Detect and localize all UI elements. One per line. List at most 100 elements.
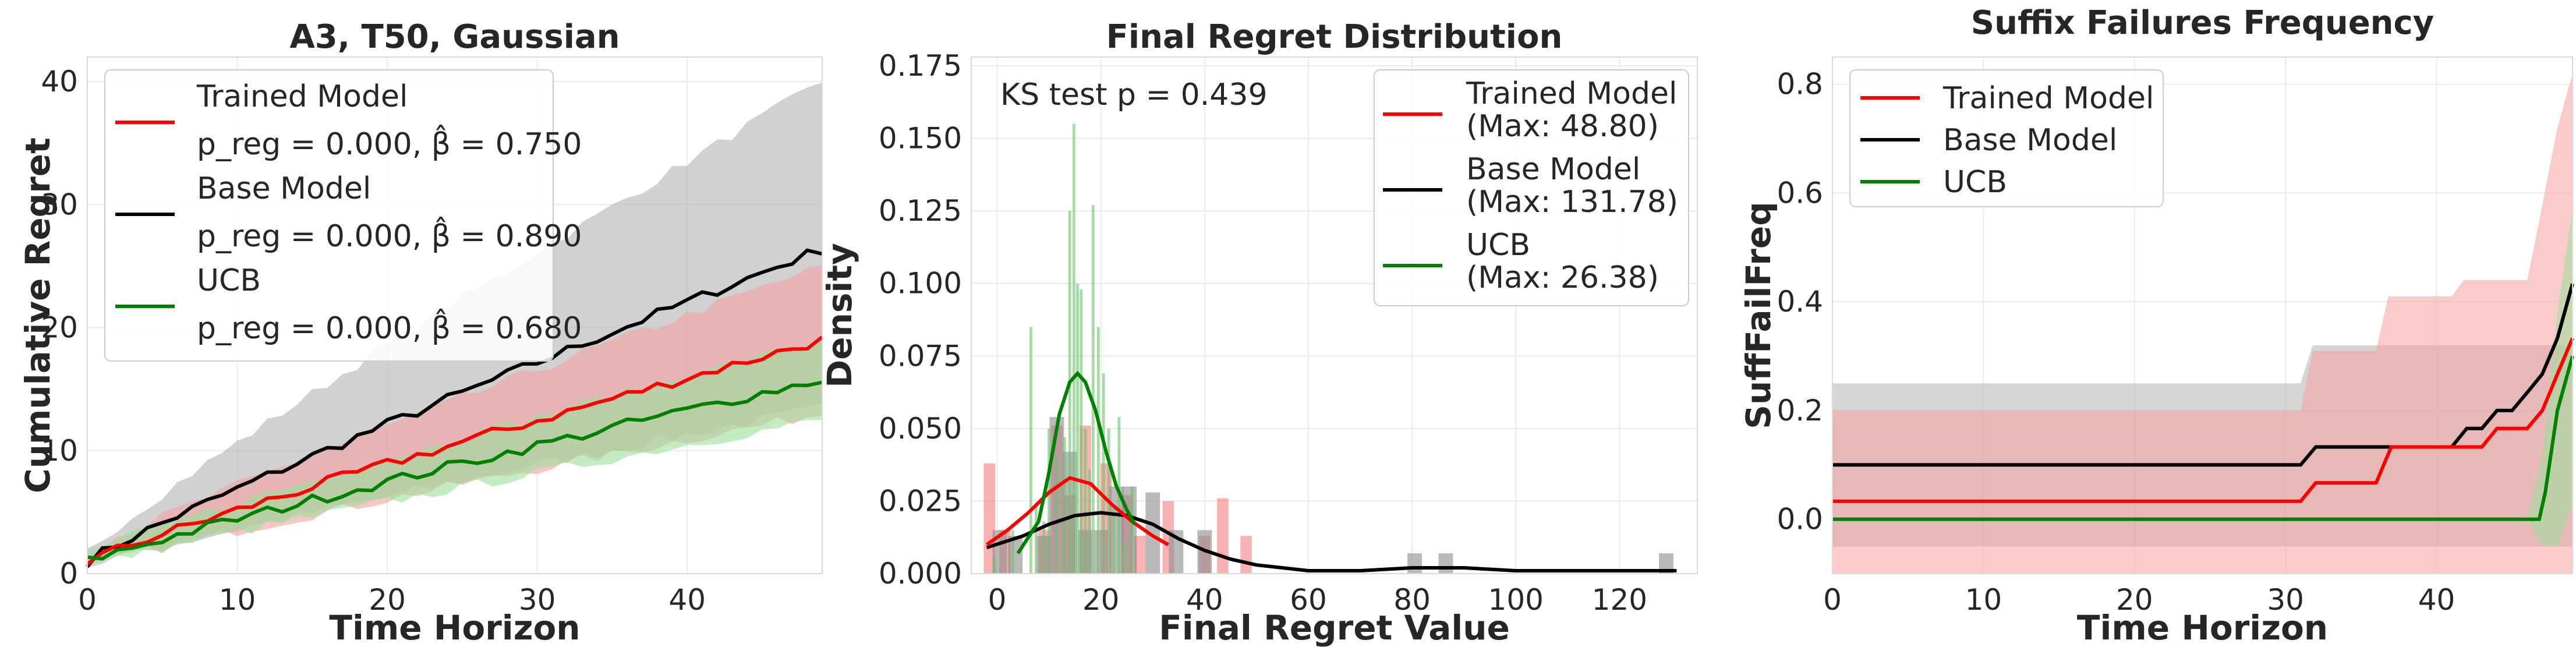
legend-stat: p_reg = 0.000, β̂ = 0.680: [197, 309, 582, 346]
histogram-bar: [1084, 428, 1087, 574]
y-tick-label: 10: [41, 434, 78, 468]
y-tick-label: 0.025: [879, 484, 962, 518]
y-tick-label: 0.050: [879, 412, 962, 446]
legend: Trained Model p_reg = 0.000, β̂ = 0.750 Ba…: [104, 69, 582, 362]
ks-test-annotation: KS test p = 0.439: [1000, 77, 1268, 112]
y-tick-label: 0.2: [1777, 394, 1823, 427]
y-tick-label: 0.125: [879, 194, 962, 228]
y-tick-label: 0.100: [879, 267, 962, 301]
y-tick-label: 30: [41, 188, 78, 221]
x-tick-label: 40: [668, 583, 706, 617]
legend: Trained Model Base Model UCB: [1849, 69, 2164, 207]
x-tick-label: 20: [369, 583, 406, 617]
kde-line: [986, 511, 1677, 572]
y-tick-label: 0.000: [879, 557, 962, 591]
chart-title: Final Regret Distribution: [1106, 18, 1563, 56]
histogram-bar: [1091, 205, 1095, 574]
histogram-bar: [1123, 542, 1126, 574]
y-tick-label: 20: [41, 311, 78, 345]
series-line: [1832, 283, 2574, 467]
legend-label: Base Model: [1466, 152, 1640, 187]
plot-frame: [87, 56, 823, 574]
y-tick-label: 0.0: [1777, 503, 1823, 536]
legend-box: [1374, 69, 1689, 306]
histogram-bar: [1407, 553, 1423, 574]
x-tick-label: 40: [1186, 583, 1223, 617]
y-tick-label: 40: [41, 65, 78, 98]
x-axis-label: Time Horizon: [2077, 608, 2328, 648]
x-tick-label: 20: [1082, 583, 1120, 617]
histogram-bar: [1096, 327, 1100, 574]
y-axis-label: Density: [820, 243, 859, 388]
kde-line: [985, 476, 1169, 546]
legend-box: [104, 69, 554, 362]
histogram-bar: [1112, 504, 1116, 574]
histogram-bar: [1034, 504, 1038, 574]
chart-final-regret-distribution: 0 20 40 60 80 100 120 0.000 0.025 0.050 0.075 0.100…: [820, 18, 1698, 648]
histogram-bar: [1240, 536, 1252, 574]
histogram-bar: [993, 556, 996, 574]
y-tick-label: 0.4: [1777, 285, 1823, 319]
x-tick-label: 20: [2116, 583, 2153, 617]
y-tick-label: 0: [59, 557, 78, 591]
series-line: [1832, 337, 2574, 503]
histogram-bar: [1076, 283, 1080, 574]
histogram-bar: [1055, 457, 1059, 574]
legend-box: [1849, 69, 2164, 207]
x-tick-label: 10: [1965, 583, 2002, 617]
histogram-bar: [1438, 553, 1453, 574]
series-line: [87, 380, 823, 561]
histogram-bar: [1134, 536, 1146, 574]
chart-cumulative-regret: 0 10 20 30 40 0 10 20 30 40 Trained Model p_reg = 0…: [18, 18, 823, 648]
x-tick-label: 120: [1592, 583, 1647, 617]
legend-label: UCB: [197, 263, 261, 298]
histogram-bar: [1008, 536, 1023, 574]
x-tick-label: 30: [519, 583, 556, 617]
kde-line: [1016, 370, 1137, 554]
y-tick-label: 0.150: [879, 122, 962, 155]
x-tick-label: 60: [1290, 583, 1327, 617]
legend-label: Base Model: [1943, 123, 2117, 158]
legend-label: Trained Model: [196, 79, 408, 114]
confidence-band: [87, 265, 822, 563]
x-tick-label: 40: [2418, 583, 2455, 617]
series-line: [86, 248, 823, 568]
chart-title: A3, T50, Gaussian: [289, 18, 620, 56]
histogram-bar: [1048, 428, 1051, 574]
histogram-bar: [1088, 469, 1091, 574]
y-tick-label: 0.6: [1777, 176, 1823, 210]
chart-suffix-failures: 0 10 20 30 40 0.0 0.2 0.4 0.6 0.8 Trained Model Bas…: [1739, 4, 2574, 648]
legend-max: (Max: 48.80): [1466, 109, 1659, 144]
chart-title: Suffix Failures Frequency: [1971, 4, 2434, 42]
x-tick-label: 30: [2267, 583, 2304, 617]
plot-frame: [1832, 56, 2573, 574]
histogram-bar: [1029, 327, 1032, 574]
y-axis-label: SuffFailFreq: [1739, 201, 1778, 429]
histogram-bar: [1011, 530, 1014, 574]
histogram-bar: [1102, 373, 1105, 574]
y-tick-label: 0.175: [879, 49, 962, 83]
x-tick-label: 10: [219, 583, 256, 617]
legend-max: (Max: 131.78): [1466, 185, 1678, 220]
legend-stat: p_reg = 0.000, β̂ = 0.750: [197, 125, 582, 162]
histogram-bar: [1068, 211, 1071, 574]
y-tick-label: 0.8: [1777, 68, 1823, 101]
legend-label: Trained Model: [1466, 76, 1677, 111]
x-tick-label: 0: [988, 583, 1007, 617]
histogram-bar: [1080, 289, 1083, 574]
x-tick-label: 100: [1488, 583, 1544, 617]
x-tick-label: 0: [78, 583, 97, 617]
y-axis-label: Cumulative Regret: [18, 137, 58, 493]
histogram-bar: [1094, 530, 1109, 574]
legend: Trained Model(Max: 48.80) Base Model(Max:…: [1374, 69, 1689, 306]
plot-frame: [971, 56, 1698, 574]
histogram-bar: [1217, 498, 1229, 574]
legend-label: Trained Model: [1942, 81, 2154, 116]
histogram-bar: [1130, 486, 1134, 574]
legend-stat: p_reg = 0.000, β̂ = 0.890: [197, 217, 582, 254]
y-tick-label: 0.075: [879, 339, 962, 373]
histogram-bar: [1072, 123, 1075, 574]
x-axis-label: Final Regret Value: [1159, 608, 1510, 648]
histogram-bar: [1042, 521, 1046, 574]
